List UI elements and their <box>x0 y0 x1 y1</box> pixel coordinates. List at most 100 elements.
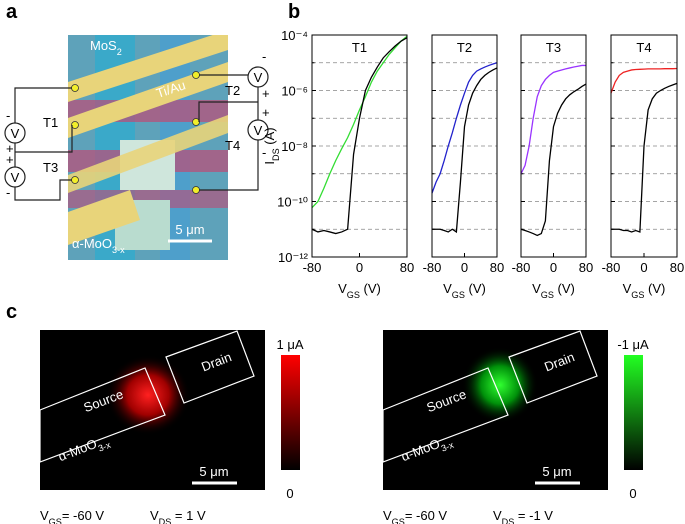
y-tick-label: 10⁻⁸ <box>281 139 308 154</box>
material-label-part: 2 <box>117 47 122 57</box>
plot-frame <box>520 34 587 258</box>
y-tick-label: 10⁻¹² <box>278 250 309 265</box>
plot-frame <box>610 34 678 258</box>
scale-bar-label: 5 μm <box>199 464 228 479</box>
drain-outline <box>165 330 255 404</box>
chart-title: T2 <box>457 40 472 55</box>
meter-symbol: V <box>254 123 263 138</box>
x-axis-label-part: V <box>623 281 632 296</box>
polarity-sign: - <box>6 185 10 200</box>
chart-title: T3 <box>546 40 561 55</box>
source-outline <box>382 367 509 463</box>
x-axis-label: VGS (V) <box>532 281 575 300</box>
polarity-sign: - <box>262 145 266 160</box>
meter-symbol: V <box>254 70 263 85</box>
series-line <box>311 37 408 235</box>
channel-label: T1 <box>43 115 58 130</box>
x-tick-label: 0 <box>356 260 363 275</box>
colorbar-max: -1 μA <box>617 337 649 352</box>
polarity-sign: - <box>262 49 266 64</box>
x-axis-label-part: (V) <box>554 281 575 296</box>
x-axis-label: VGS (V) <box>338 281 381 300</box>
x-axis-label-part: GS <box>631 290 644 300</box>
x-axis-label-part: (V) <box>644 281 665 296</box>
material-label-part: 3-x <box>97 440 113 454</box>
series-line <box>611 82 678 233</box>
x-axis-label-part: GS <box>452 290 465 300</box>
gate-bias: VGS= -60 V <box>383 508 447 524</box>
drain-bias: VDS = -1 V <box>493 508 553 524</box>
series-line <box>432 67 498 234</box>
plot-frame <box>311 34 408 258</box>
drain-outline <box>508 330 598 404</box>
x-tick-label: 80 <box>579 260 593 275</box>
x-axis-label-part: GS <box>347 290 360 300</box>
colorbar-max: 1 μA <box>276 337 303 352</box>
polarity-sign: + <box>262 86 270 101</box>
material-label-part: MoS <box>90 38 117 53</box>
x-tick-label: 0 <box>640 260 647 275</box>
gate-bias-part: = -60 V <box>62 508 105 523</box>
polarity-sign: + <box>262 105 270 120</box>
x-tick-label: 80 <box>490 260 504 275</box>
y-tick-label: 10⁻¹⁰ <box>277 195 308 210</box>
gate-bias: VGS= -60 V <box>40 508 104 524</box>
x-axis-label-part: V <box>532 281 541 296</box>
drain-bias-part: V <box>150 508 159 523</box>
x-axis-label-part: GS <box>541 290 554 300</box>
panel-label: b <box>288 1 300 23</box>
x-axis-label-part: (V) <box>465 281 486 296</box>
series-line <box>311 35 408 209</box>
x-axis-label: VGS (V) <box>443 281 486 300</box>
x-axis-label-part: (V) <box>360 281 381 296</box>
scale-bar-label: 5 μm <box>542 464 571 479</box>
chart-title: T4 <box>636 40 651 55</box>
material-label: α-MoO3-x <box>72 236 125 255</box>
channel-label: T3 <box>43 160 58 175</box>
series-line <box>520 64 586 175</box>
gate-bias-part: V <box>383 508 392 523</box>
y-tick-label: 10⁻⁴ <box>281 28 308 43</box>
x-tick-label: 0 <box>550 260 557 275</box>
colorbar-min: 0 <box>629 486 636 501</box>
polarity-sign: + <box>6 152 14 167</box>
x-axis-label-part: V <box>338 281 347 296</box>
source-outline <box>39 367 166 463</box>
x-tick-label: -80 <box>303 260 322 275</box>
x-tick-label: -80 <box>423 260 442 275</box>
channel-label: T2 <box>225 83 240 98</box>
material-label-part: α-MoO <box>72 236 112 251</box>
scale-bar-label: 5 μm <box>175 222 204 237</box>
chart-title: T1 <box>352 40 367 55</box>
gate-bias-part: GS <box>49 517 62 524</box>
x-tick-label: -80 <box>602 260 621 275</box>
panel-label: c <box>6 301 17 323</box>
plot-frame <box>431 34 498 258</box>
gate-bias-part: V <box>40 508 49 523</box>
x-axis-label: VGS (V) <box>623 281 666 300</box>
polarity-sign: - <box>6 108 10 123</box>
y-tick-label: 10⁻⁶ <box>281 84 308 99</box>
drain-bias-part: DS <box>159 517 172 524</box>
micrograph <box>68 35 228 260</box>
drain-bias: VDS = 1 V <box>150 508 206 524</box>
channel-label: T4 <box>225 138 240 153</box>
polarity-sign: + <box>6 141 14 156</box>
y-axis-label-part: DS <box>271 148 281 161</box>
x-axis-label-part: V <box>443 281 452 296</box>
x-tick-label: 0 <box>461 260 468 275</box>
drain-bias-part: = 1 V <box>171 508 206 523</box>
material-label-part: 3-x <box>440 440 456 454</box>
colorbar-min: 0 <box>286 486 293 501</box>
drain-bias-part: V <box>493 508 502 523</box>
y-axis-label-part: I <box>262 161 277 165</box>
meter-symbol: V <box>11 170 20 185</box>
panel-label: a <box>6 1 18 23</box>
drain-bias-part: = -1 V <box>514 508 553 523</box>
y-axis-label-part: (A) <box>262 127 277 148</box>
material-label-part: 3-x <box>112 245 125 255</box>
x-tick-label: 80 <box>400 260 414 275</box>
y-axis-label: IDS (A) <box>262 127 281 164</box>
